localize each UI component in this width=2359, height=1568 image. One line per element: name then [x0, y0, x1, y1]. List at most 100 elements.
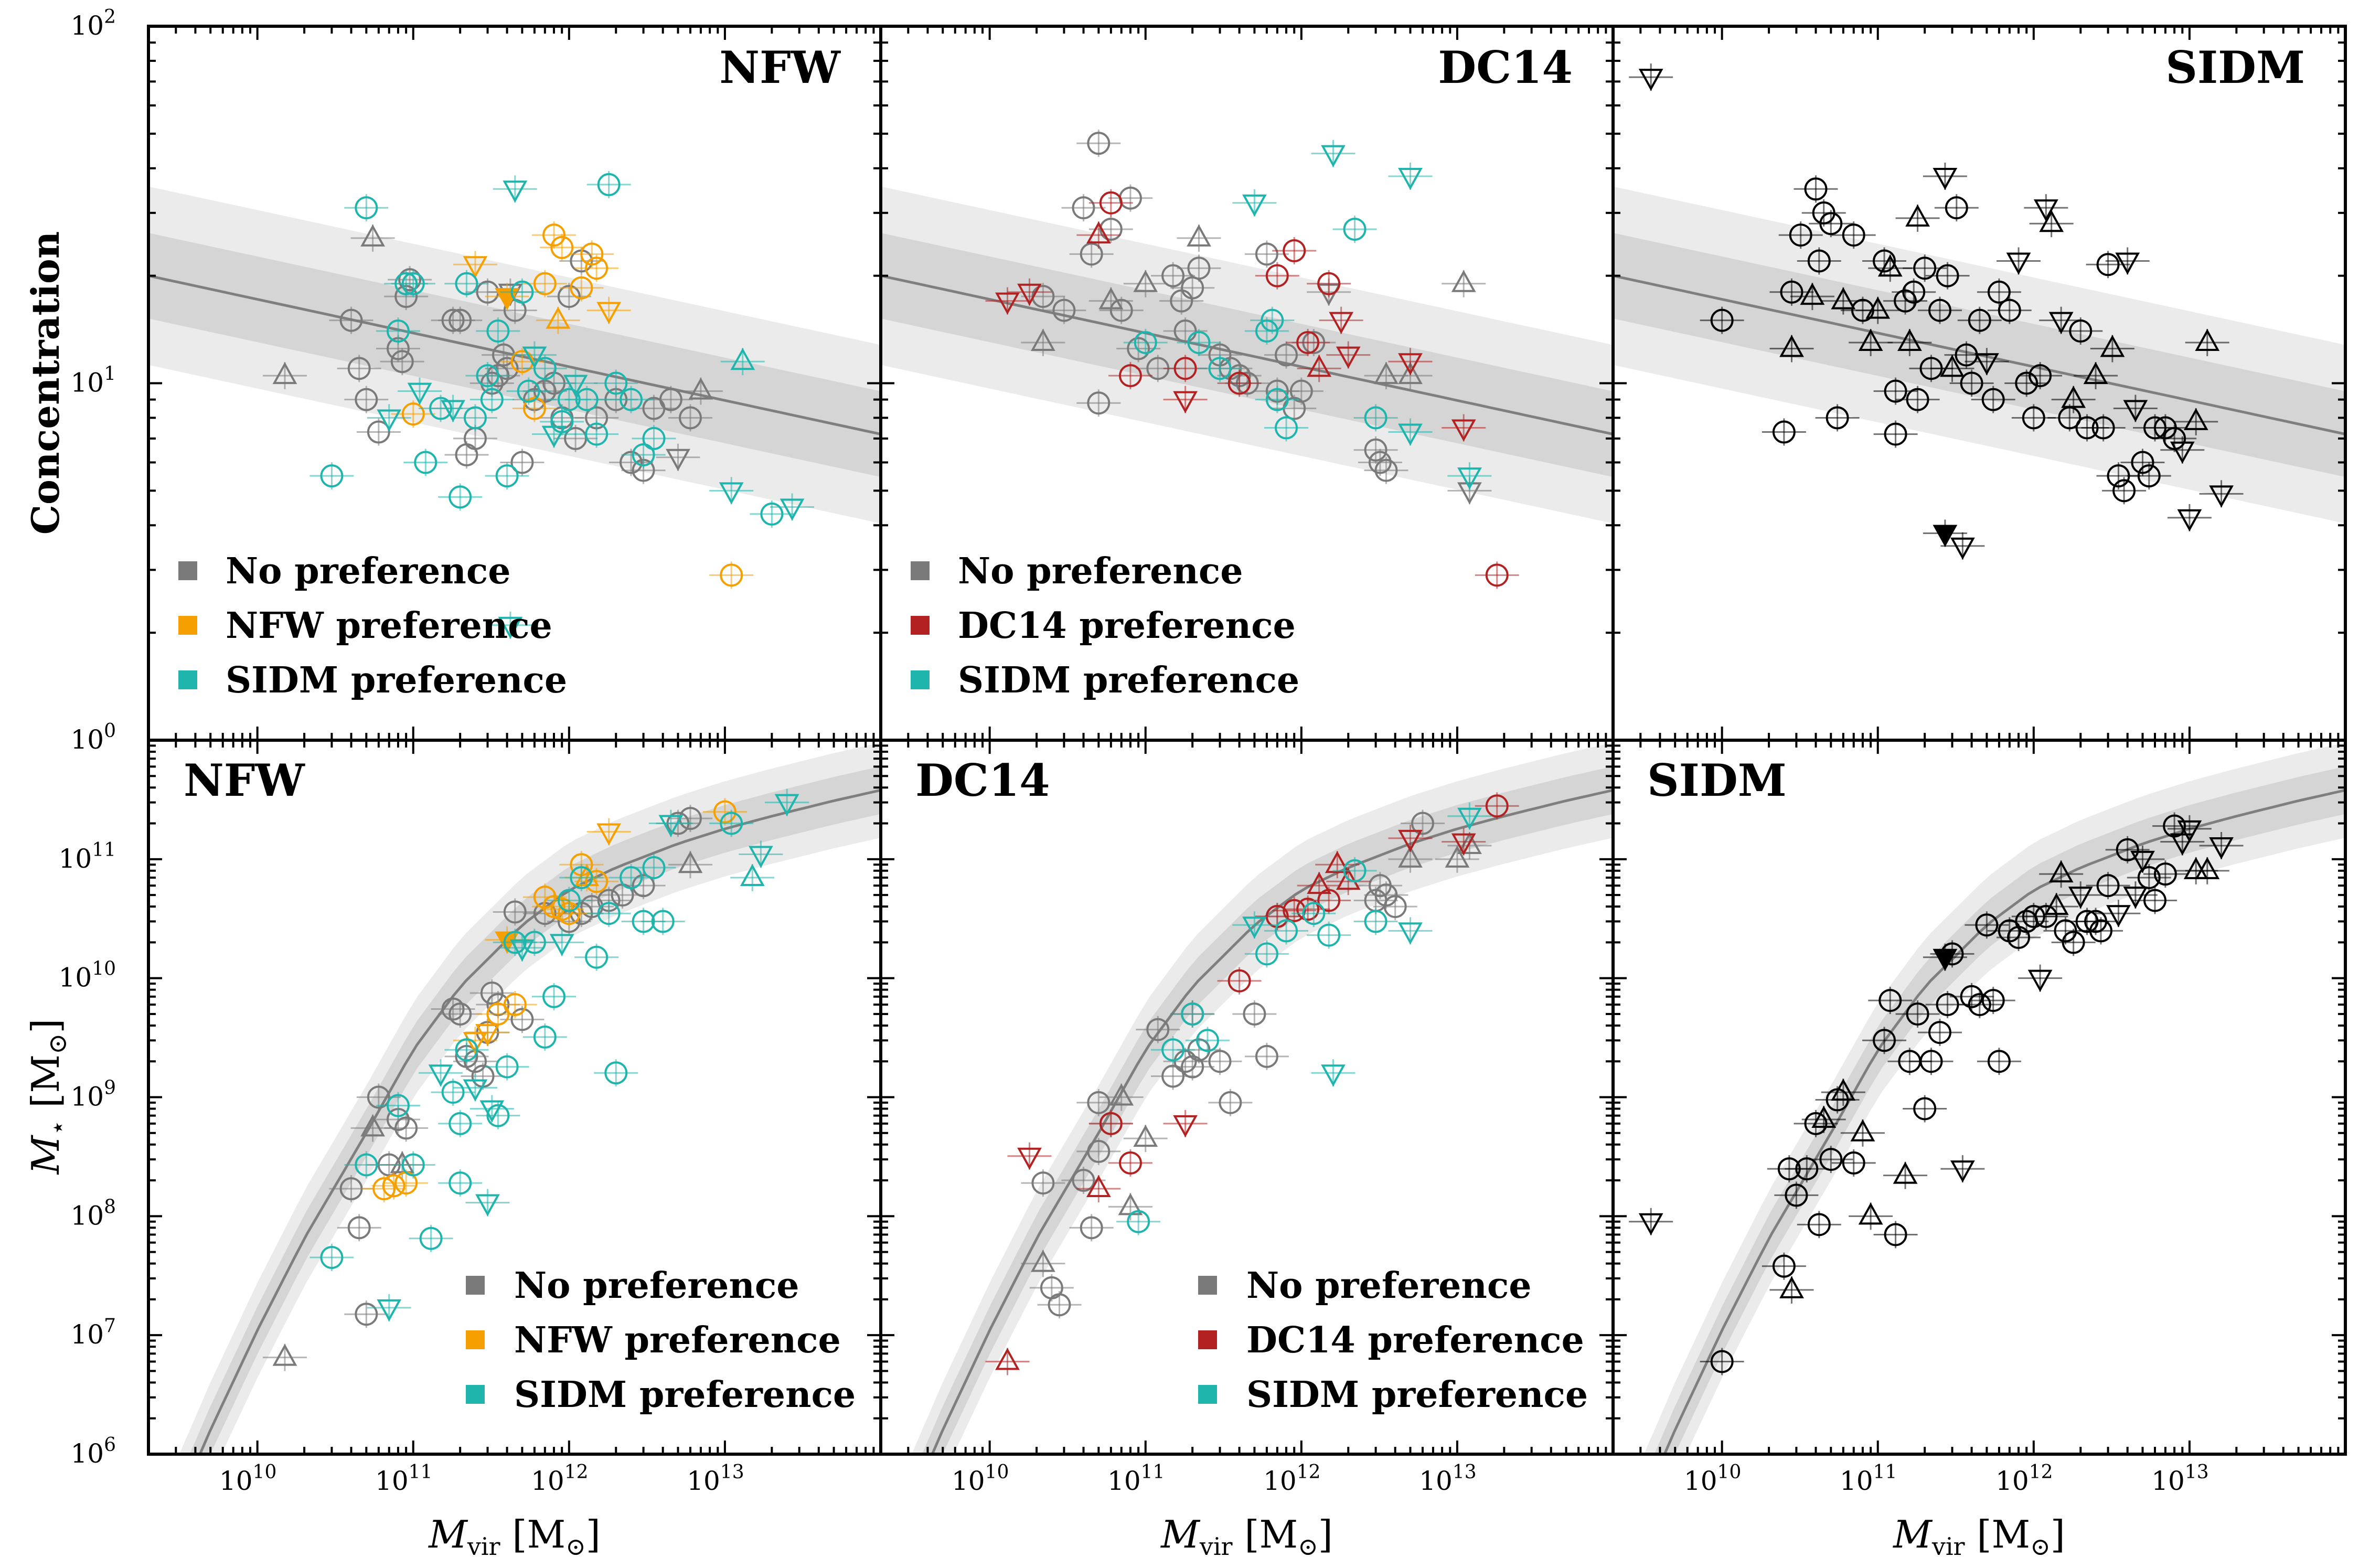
data-point-circle [1146, 1018, 1170, 1041]
data-point-triangle-up [1831, 287, 1856, 310]
data-point-circle [1261, 308, 1284, 332]
x-axis-label-sun: ⊙ [2030, 1532, 2051, 1561]
data-point-triangle-up [1865, 296, 1891, 319]
data-point-circle [1080, 242, 1103, 266]
data-point-circle [1842, 1151, 1865, 1175]
data-point-circle [1173, 1050, 1197, 1073]
y-tick-label-exponent: 11 [92, 839, 116, 861]
data-point-triangle-up [1307, 355, 1332, 377]
data-point-circle [1826, 406, 1849, 430]
x-tick-label-base: 10 [1995, 1466, 2029, 1496]
data-point-circle [1134, 330, 1157, 354]
y-tick-label-exponent: 0 [104, 720, 116, 742]
data-point-circle [1283, 239, 1306, 262]
data-point-circle [1968, 993, 1991, 1016]
data-point-circle [620, 451, 643, 474]
data-point-triangle-up [1030, 328, 1055, 351]
data-point-triangle-down [563, 375, 588, 397]
data-point-circle [542, 985, 566, 1008]
data-point-triangle-down [1451, 419, 1476, 442]
data-point-circle [455, 1038, 478, 1062]
data-point-circle [1219, 1091, 1242, 1114]
data-point-circle [1275, 919, 1298, 943]
data-point-triangle-down [1457, 807, 1482, 830]
data-point-triangle-up [272, 1343, 297, 1366]
data-point-triangle-down [1398, 353, 1423, 376]
data-point-triangle-up [1877, 254, 1903, 277]
data-point-triangle-up [1086, 1175, 1111, 1198]
y-tick-label: 1011 [59, 839, 116, 874]
data-point-triangle-down [2048, 312, 2074, 334]
data-point-circle [542, 223, 566, 247]
x-tick-label-exponent: 11 [1141, 1462, 1165, 1483]
y-tick-label-base: 10 [70, 368, 104, 398]
data-point-circle [1772, 1254, 1796, 1278]
data-point-triangle-up [1307, 872, 1332, 894]
data-point-circle [398, 268, 422, 292]
data-point-circle [1343, 217, 1367, 241]
data-point-circle [585, 945, 609, 969]
data-point-circle [463, 406, 487, 430]
data-point-circle [1968, 308, 1991, 332]
x-tick-label: 1012 [1995, 1462, 2053, 1496]
data-point-circle [2143, 889, 2167, 912]
legend-label-nfw-preference: NFW preference [226, 605, 552, 647]
data-point-triangle-up [1086, 221, 1111, 244]
data-point-triangle-down [463, 1079, 488, 1102]
data-point-circle [720, 563, 743, 587]
data-point-circle [476, 364, 499, 388]
data-point-circle [486, 1104, 510, 1127]
panel-dc14-concentration [881, 130, 1613, 589]
data-point-circle [1884, 379, 1907, 403]
x-tick-label-base: 10 [1107, 1466, 1141, 1496]
data-point-triangle-down [1638, 69, 1663, 91]
data-point-circle [585, 422, 609, 446]
legend-swatch-dc14-preference [1198, 1330, 1217, 1349]
data-point-triangle-down [1242, 916, 1267, 939]
data-point-circle [414, 451, 437, 474]
data-point-circle [659, 388, 682, 411]
data-point-circle [1374, 883, 1398, 907]
data-point-circle [1884, 1223, 1907, 1246]
data-point-triangle-up [2183, 408, 2208, 430]
data-point-circle [533, 357, 557, 380]
data-point-circle [1878, 989, 1902, 1012]
x-tick-label: 1011 [1840, 1462, 1897, 1496]
data-point-triangle-down [1974, 353, 1999, 376]
data-point-circle [1374, 458, 1398, 482]
data-point-circle [1485, 794, 1509, 818]
legend-swatch-no-preference [1198, 1276, 1217, 1295]
data-point-circle [1181, 1055, 1204, 1079]
data-point-triangle-up [688, 377, 713, 400]
data-point-circle [503, 993, 527, 1016]
data-point-circle [620, 866, 643, 889]
data-point-circle [1243, 1002, 1266, 1026]
data-point-triangle-down [2123, 887, 2148, 909]
data-point-triangle-down [774, 794, 799, 816]
data-point-triangle-up [1858, 328, 1883, 351]
data-point-circle [570, 276, 593, 300]
data-point-triangle-up [2039, 210, 2064, 232]
data-point-circle [557, 285, 581, 308]
y-tick-label-base: 10 [70, 1200, 104, 1231]
data-point-circle [1265, 264, 1289, 287]
data-point-triangle-down [1451, 833, 1476, 856]
legend-swatch-no-preference [911, 561, 930, 580]
data-point-triangle-down [522, 346, 547, 369]
data-point-circle [390, 350, 414, 374]
x-tick-label: 1013 [687, 1462, 744, 1496]
data-point-circle [1087, 132, 1111, 155]
scatter-band-inner [1654, 766, 2345, 1454]
x-tick-label-exponent: 10 [985, 1462, 1009, 1483]
data-point-circle [1187, 257, 1211, 280]
data-point-triangle-up [1398, 845, 1423, 868]
data-point-circle [401, 1153, 425, 1177]
data-point-triangle-down [549, 934, 574, 956]
data-point-triangle-down [2130, 850, 2155, 873]
data-point-circle [1255, 1044, 1278, 1068]
legend-swatch-sidm-preference [911, 670, 930, 689]
data-point-circle [1383, 895, 1407, 919]
data-point-triangle-down [1933, 167, 1958, 190]
data-point-circle [1368, 451, 1392, 474]
data-point-circle [1928, 1021, 1951, 1044]
